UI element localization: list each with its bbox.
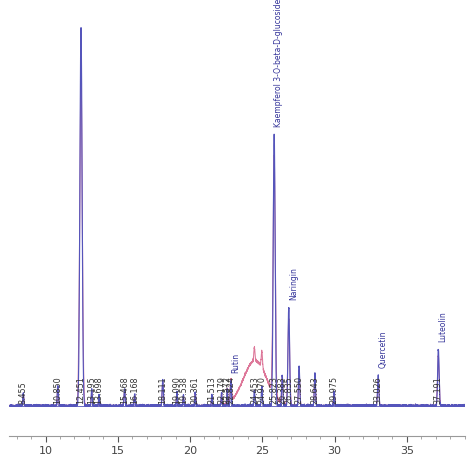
Text: Rutin: Rutin	[231, 353, 240, 373]
Text: 20.361: 20.361	[191, 376, 200, 404]
Text: 37.191: 37.191	[434, 376, 443, 404]
Text: 33.026: 33.026	[374, 376, 383, 404]
Text: 22.824: 22.824	[227, 376, 236, 404]
Text: 10.850: 10.850	[54, 376, 63, 404]
Text: Kaempferol 3-O-beta-D-glucoside: Kaempferol 3-O-beta-D-glucoside	[274, 0, 283, 127]
Text: Quercetin: Quercetin	[378, 331, 387, 368]
Text: 16.168: 16.168	[130, 376, 139, 404]
Text: 24.453: 24.453	[250, 376, 259, 404]
Text: 25.823: 25.823	[270, 376, 279, 404]
Text: 26.383: 26.383	[278, 376, 287, 404]
Text: 22.572: 22.572	[223, 376, 232, 404]
Text: 19.090: 19.090	[173, 376, 182, 404]
Text: 12.451: 12.451	[76, 376, 85, 404]
Text: 8.455: 8.455	[19, 381, 28, 404]
Text: 18.111: 18.111	[158, 376, 167, 404]
Text: 13.195: 13.195	[87, 376, 96, 404]
Text: Luteolin: Luteolin	[438, 311, 447, 342]
Text: 24.970: 24.970	[257, 376, 266, 404]
Text: 26.835: 26.835	[284, 376, 293, 404]
Text: Naringin: Naringin	[289, 267, 298, 300]
Text: 19.538: 19.538	[179, 376, 188, 404]
Text: 21.513: 21.513	[208, 376, 217, 404]
Text: 22.179: 22.179	[217, 376, 226, 404]
Text: 13.698: 13.698	[94, 376, 103, 404]
Text: 28.643: 28.643	[310, 376, 319, 404]
Text: 15.468: 15.468	[120, 376, 129, 404]
Text: 29.975: 29.975	[329, 376, 338, 404]
Text: 27.550: 27.550	[295, 376, 304, 404]
